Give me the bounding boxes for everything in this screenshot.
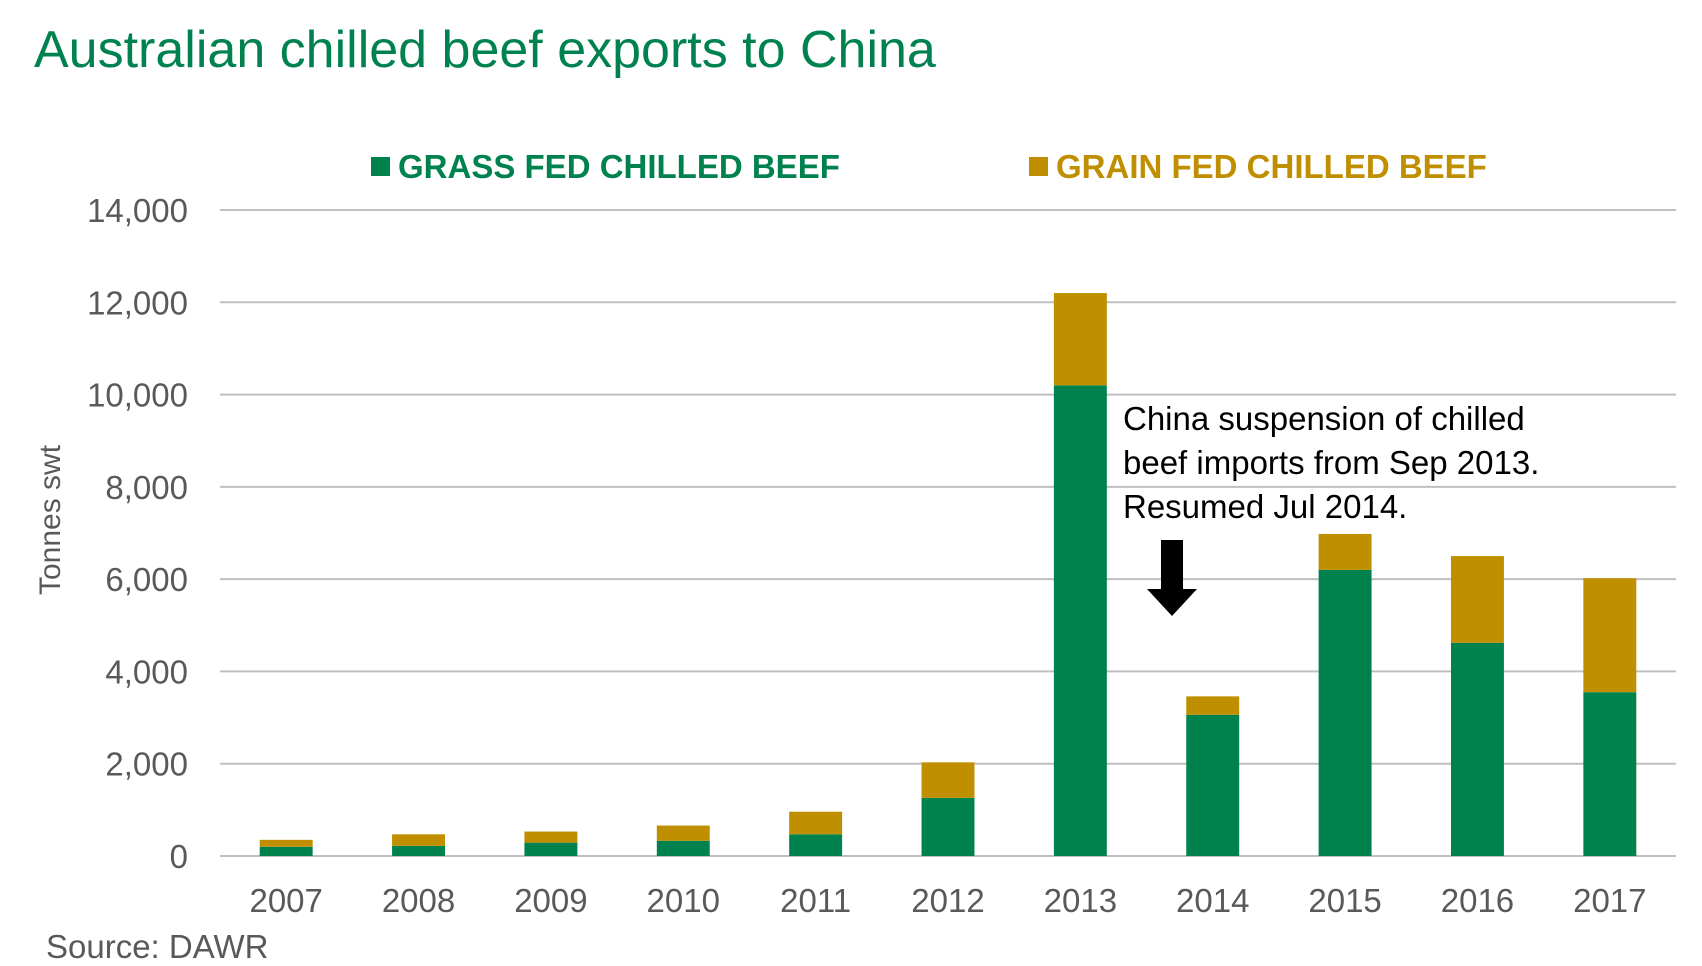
bar-grass-2015 <box>1318 569 1372 856</box>
x-tick-label: 2014 <box>1176 882 1249 919</box>
bar-grass-2017 <box>1583 692 1637 856</box>
y-tick-label: 6,000 <box>105 561 188 598</box>
y-tick-label: 14,000 <box>87 192 188 229</box>
bar-grain-2014 <box>1186 696 1240 715</box>
bar-grain-2013 <box>1053 293 1107 386</box>
bar-grain-2015 <box>1318 533 1372 570</box>
annotation-line-1: China suspension of chilled <box>1123 400 1525 437</box>
y-tick-label: 0 <box>170 838 188 875</box>
page-title: Australian chilled beef exports to China <box>34 21 936 79</box>
x-tick-label: 2011 <box>780 882 851 919</box>
legend-label-grass: GRASS FED CHILLED BEEF <box>398 148 840 185</box>
x-tick-label: 2010 <box>647 882 720 919</box>
x-tick-label: 2016 <box>1441 882 1514 919</box>
x-tick-label: 2012 <box>911 882 984 919</box>
bar-grass-2012 <box>921 797 975 856</box>
chart-legend: GRASS FED CHILLED BEEF GRAIN FED CHILLED… <box>371 148 1487 185</box>
x-tick-label: 2008 <box>382 882 455 919</box>
bar-grass-2008 <box>392 845 446 856</box>
annotation-arrow-icon <box>1147 540 1197 616</box>
x-tick-label: 2007 <box>249 882 322 919</box>
annotation: China suspension of chilled beef imports… <box>1123 400 1539 616</box>
bar-grain-2010 <box>656 825 710 841</box>
x-tick-label: 2017 <box>1573 882 1646 919</box>
y-tick-label: 10,000 <box>87 377 188 414</box>
annotation-line-3: Resumed Jul 2014. <box>1123 488 1407 525</box>
y-tick-label: 2,000 <box>105 746 188 783</box>
x-tick-label: 2015 <box>1308 882 1381 919</box>
bar-grain-2009 <box>524 831 578 843</box>
bar-grain-2017 <box>1583 578 1637 693</box>
bar-grain-2016 <box>1450 556 1504 643</box>
bars <box>259 293 1637 856</box>
bar-grass-2016 <box>1450 642 1504 856</box>
y-tick-label: 8,000 <box>105 469 188 506</box>
x-tick-label: 2013 <box>1044 882 1117 919</box>
bar-grain-2011 <box>789 811 843 835</box>
bar-grass-2010 <box>656 840 710 856</box>
source-note: Source: DAWR <box>46 928 269 965</box>
y-axis-label: Tonnes swt <box>34 444 67 595</box>
bar-grass-2011 <box>789 834 843 856</box>
legend-swatch-grain <box>1029 157 1048 176</box>
legend-label-grain: GRAIN FED CHILLED BEEF <box>1056 148 1487 185</box>
annotation-line-2: beef imports from Sep 2013. <box>1123 444 1539 481</box>
y-tick-label: 12,000 <box>87 284 188 321</box>
legend-swatch-grass <box>371 157 390 176</box>
bar-grass-2007 <box>259 846 313 856</box>
bar-grass-2014 <box>1186 714 1240 856</box>
y-tick-label: 4,000 <box>105 653 188 690</box>
bar-grass-2009 <box>524 842 578 856</box>
bar-grain-2007 <box>259 839 313 847</box>
x-tick-label: 2009 <box>514 882 587 919</box>
y-axis-ticks: 0 2,000 4,000 6,000 8,000 10,000 12,000 14,000 <box>87 192 188 875</box>
bar-grain-2012 <box>921 762 975 798</box>
bar-grain-2008 <box>392 834 446 846</box>
bar-grass-2013 <box>1053 385 1107 856</box>
x-axis-ticks: 2007 2008 2009 2010 2011 2012 2013 2014 2015 2016… <box>249 882 1646 919</box>
